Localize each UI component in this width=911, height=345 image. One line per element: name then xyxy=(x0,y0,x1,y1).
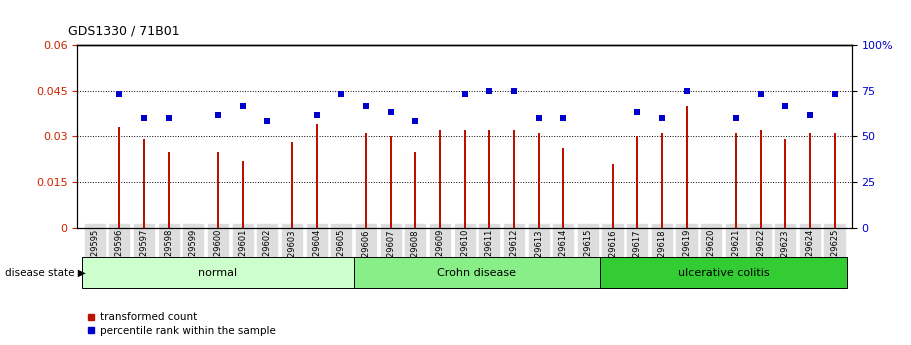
Bar xyxy=(600,257,847,288)
Bar xyxy=(365,133,367,228)
Bar xyxy=(660,133,663,228)
Bar xyxy=(241,161,243,228)
Bar xyxy=(118,127,120,228)
Bar xyxy=(686,106,688,228)
Bar xyxy=(168,151,169,228)
Legend: transformed count, percentile rank within the sample: transformed count, percentile rank withi… xyxy=(83,308,281,340)
Bar xyxy=(464,130,466,228)
Bar xyxy=(291,142,293,228)
Bar xyxy=(760,130,762,228)
Bar xyxy=(513,130,515,228)
Bar xyxy=(735,133,737,228)
Bar xyxy=(611,164,614,228)
Bar xyxy=(809,133,811,228)
Text: Crohn disease: Crohn disease xyxy=(437,268,517,277)
Text: normal: normal xyxy=(199,268,238,277)
Bar xyxy=(784,139,786,228)
Bar xyxy=(353,257,600,288)
Bar xyxy=(415,151,416,228)
Bar xyxy=(82,257,353,288)
Bar xyxy=(562,148,564,228)
Bar xyxy=(834,133,835,228)
Bar xyxy=(217,151,219,228)
Text: ulcerative colitis: ulcerative colitis xyxy=(678,268,770,277)
Bar xyxy=(636,136,639,228)
Bar xyxy=(390,136,392,228)
Bar xyxy=(315,124,318,228)
Bar xyxy=(439,130,441,228)
Bar xyxy=(143,139,145,228)
Text: disease state ▶: disease state ▶ xyxy=(5,268,86,277)
Text: GDS1330 / 71B01: GDS1330 / 71B01 xyxy=(68,25,180,38)
Bar xyxy=(488,130,490,228)
Bar xyxy=(537,133,539,228)
